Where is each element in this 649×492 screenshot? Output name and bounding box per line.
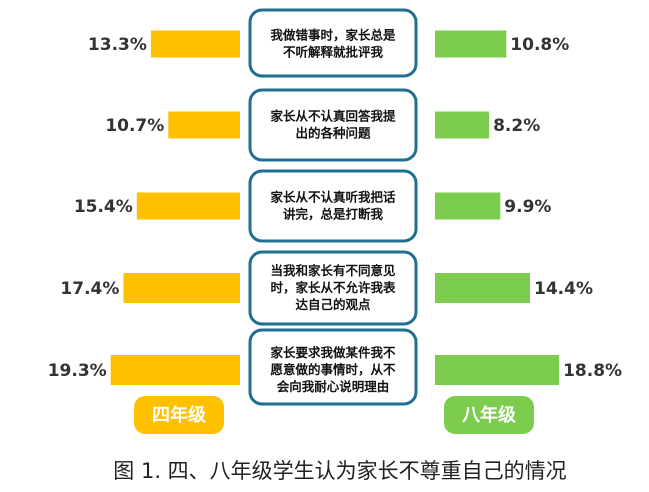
bar-grade4 [110, 355, 240, 385]
statement-text: 出的各种问题 [295, 126, 371, 141]
bar-grade8 [435, 30, 507, 58]
statement-text: 愿意做的事情时，从不 [270, 362, 396, 377]
statement-text: 家长从不认真回答我提 [270, 109, 396, 124]
statement-text: 家长要求我做某件我不 [270, 345, 396, 360]
bar-grade8 [435, 192, 501, 220]
bar-grade8 [435, 111, 490, 139]
value-label-grade8: 9.9% [504, 197, 551, 217]
statement-box [248, 169, 418, 243]
statement-box [248, 328, 418, 406]
statement-text: 不听解释就批评我 [283, 45, 384, 60]
legend-right: 八年级 [444, 396, 534, 434]
bar-grade4 [150, 30, 240, 58]
legend-right-swatch [444, 396, 534, 434]
value-label-grade8: 10.8% [510, 35, 569, 55]
legend-right-label: 八年级 [462, 404, 517, 426]
statement-text: 时，家长从不允许我表 [270, 280, 396, 295]
bar-grade4 [136, 192, 240, 220]
legend-left-swatch [134, 396, 224, 434]
statement-box [248, 88, 418, 162]
chart-title: 图 1. 四、八年级学生认为家长不尊重自己的情况 [113, 459, 566, 483]
value-label-grade4: 10.7% [105, 116, 164, 136]
value-label-grade4: 15.4% [74, 197, 133, 217]
value-label-grade8: 8.2% [493, 116, 540, 136]
statement-text: 讲完，总是打断我 [283, 207, 384, 222]
value-label-grade4: 17.4% [60, 279, 119, 299]
value-label-grade8: 14.4% [534, 279, 593, 299]
statement-text: 会向我耐心说明理由 [277, 379, 390, 394]
bar-grade4 [168, 111, 240, 139]
statement-box [248, 250, 418, 326]
statement-text: 家长从不认真听我把话 [270, 190, 396, 205]
statement-text: 当我和家长有不同意见 [270, 263, 396, 278]
bar-grade8 [435, 273, 530, 303]
legend-left: 四年级 [134, 396, 224, 434]
value-label-grade4: 19.3% [48, 361, 107, 381]
value-label-grade8: 18.8% [563, 361, 622, 381]
statement-text: 我做错事时，家长总是 [270, 28, 396, 43]
value-label-grade4: 13.3% [88, 35, 147, 55]
statement-box [248, 8, 418, 78]
legend-left-label: 四年级 [152, 404, 207, 426]
bar-grade8 [435, 355, 560, 385]
statement-text: 达自己的观点 [295, 297, 371, 312]
bar-grade4 [123, 273, 240, 303]
